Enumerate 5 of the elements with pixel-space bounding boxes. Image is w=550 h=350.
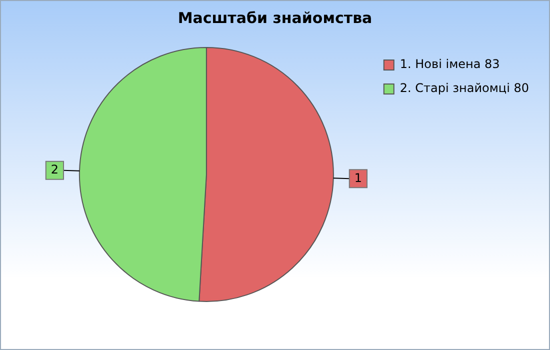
chart-title: Масштаби знайомства [176, 9, 374, 27]
text: 2 [50, 162, 59, 176]
text: 1 [354, 170, 362, 185]
legend-label: 2. Старі знайомці 80 [400, 81, 530, 96]
legend-label: 1. Нові імена 83 [400, 57, 500, 72]
